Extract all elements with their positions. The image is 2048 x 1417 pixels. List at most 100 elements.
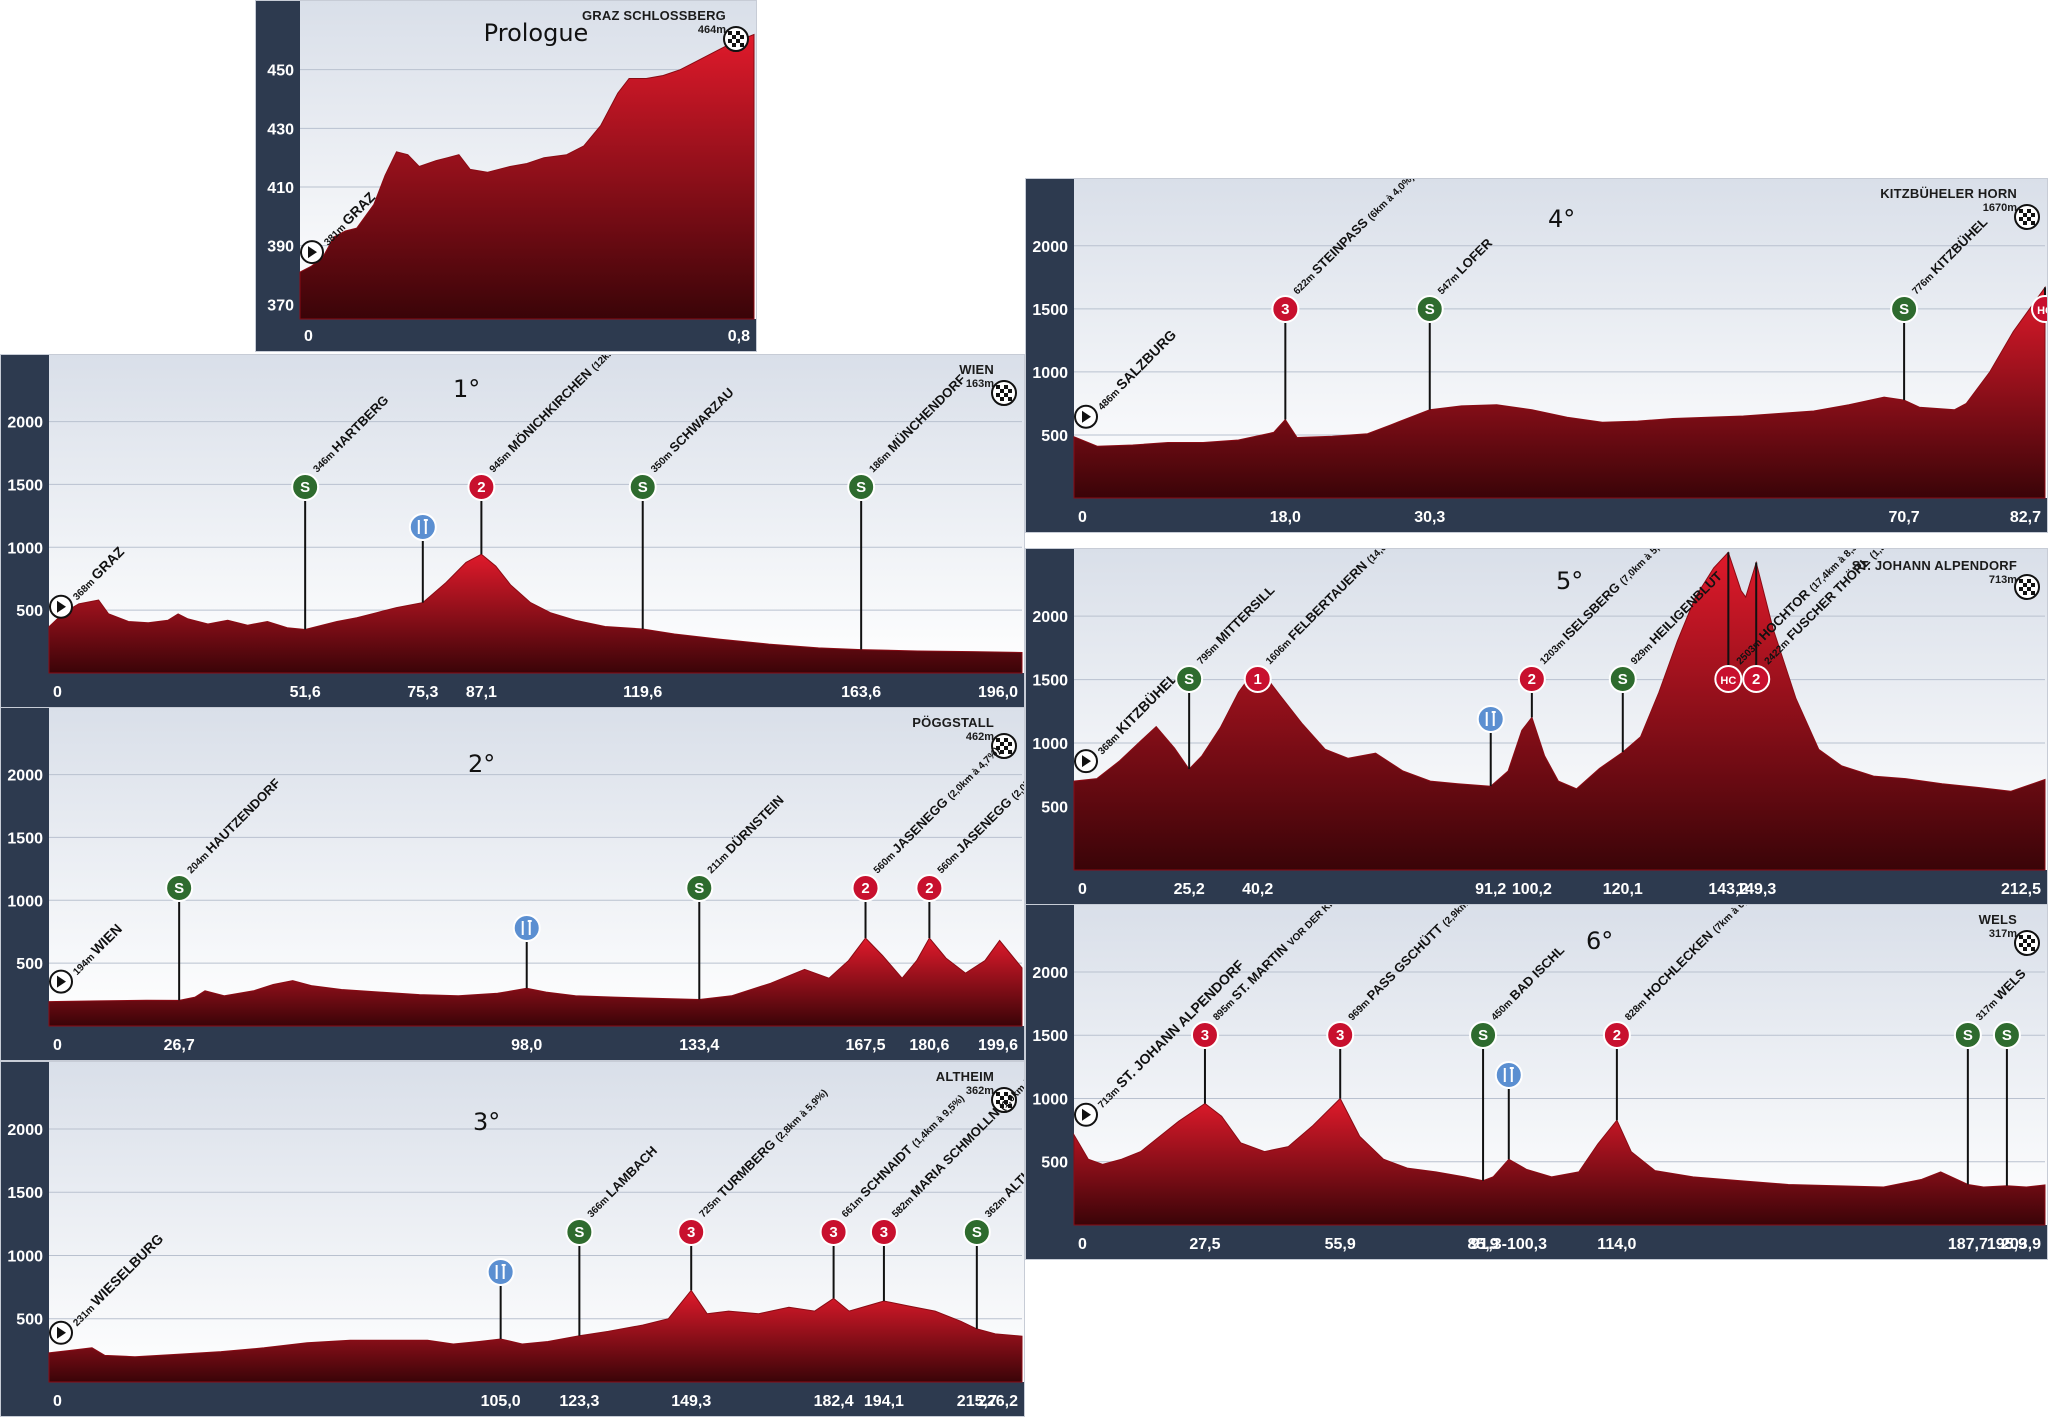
- marker-code: 2: [861, 880, 869, 897]
- finish-altitude: 462m: [965, 730, 994, 743]
- elevation-area: [48, 553, 1023, 674]
- y-tick-label: 500: [16, 1312, 43, 1329]
- x-tick-label: 85,9: [1467, 1236, 1498, 1253]
- x-tick-label: 114,0: [1597, 1236, 1636, 1253]
- climb-marker-icon: 2: [1602, 1021, 1631, 1049]
- marker-code: 3: [1281, 301, 1289, 318]
- profile-prologue: 370 390 410 430 450 0 0,8 381m GRAZ Prologue GR…: [255, 0, 757, 352]
- start-arrow-icon: [300, 240, 324, 265]
- y-tick-label: 500: [1041, 428, 1068, 445]
- x-tick-label: 187,7: [1948, 1236, 1988, 1253]
- elevation-area: [48, 937, 1023, 1027]
- y-tick-label: 430: [267, 121, 294, 138]
- y-tick-label: 2000: [1032, 609, 1068, 626]
- sprint-marker-icon: S: [1608, 665, 1637, 693]
- feed-zone-icon: [486, 1258, 515, 1286]
- x-axis-band: [49, 1382, 1024, 1416]
- x-tick-label: 51,6: [290, 684, 321, 701]
- profile-stage-4: 500 1000 1500 2000 0 18,0 30,3 70,7 82,7 486m SAL…: [1025, 178, 2048, 533]
- x-tick-label: 105,0: [481, 1393, 521, 1410]
- stage-label: 4°: [1548, 205, 1576, 233]
- x-tick-label: 98,0: [511, 1037, 542, 1054]
- start-arrow-icon: [49, 1320, 73, 1345]
- finish-altitude: 713m: [1988, 573, 2017, 586]
- checkered-flag-icon: [991, 380, 1017, 406]
- x-axis-band: [1074, 1225, 2047, 1259]
- profile-stage-6: 500 1000 1500 2000 0 27,5 55,9 85,9 91,3-100,3 11…: [1025, 904, 2048, 1260]
- marker-code: 2: [477, 479, 485, 496]
- marker-code: 3: [829, 1224, 837, 1241]
- marker-code: S: [972, 1224, 982, 1241]
- marker-code: S: [574, 1224, 584, 1241]
- marker-code: S: [1184, 671, 1194, 688]
- finish-name: WELS: [1978, 912, 2017, 927]
- sprint-marker-icon: S: [1469, 1021, 1498, 1049]
- y-tick-label: 2000: [7, 415, 43, 432]
- stage-label: 3°: [473, 1108, 501, 1136]
- marker-code: 2: [925, 880, 933, 897]
- marker-code: 3: [880, 1224, 888, 1241]
- stage-label: 5°: [1556, 567, 1584, 595]
- sprint-marker-icon: S: [1992, 1021, 2021, 1049]
- climb-marker-icon: 3: [677, 1218, 706, 1246]
- profile-svg: 500 1000 1500 2000 0 51,6 75,3 87,1 119,6 163,6 19…: [1, 355, 1024, 707]
- y-tick-label: 370: [267, 297, 294, 314]
- marker-code: S: [2002, 1027, 2012, 1044]
- y-tick-label: 2000: [1032, 965, 1068, 982]
- y-tick-label: 500: [16, 956, 43, 973]
- stage-label: Prologue: [483, 19, 589, 47]
- y-tick-label: 1500: [1032, 673, 1068, 690]
- finish-name: PÖGGSTALL: [912, 715, 994, 730]
- y-tick-label: 2000: [1032, 239, 1068, 256]
- x-axis-band: [1074, 498, 2047, 532]
- x-tick-label: 91,2: [1475, 881, 1506, 898]
- y-tick-label: 1500: [7, 830, 43, 847]
- feed-zone-icon: [512, 914, 541, 942]
- x-tick-label: 194,1: [864, 1393, 904, 1410]
- climb-marker-icon: HC: [1714, 665, 1743, 693]
- y-tick-label: 450: [267, 63, 294, 80]
- y-tick-label: 1000: [7, 1248, 43, 1265]
- x-tick-label: 0: [1078, 881, 1087, 898]
- x-tick-label: 30,3: [1414, 509, 1445, 526]
- elevation-area: [1073, 1097, 2046, 1226]
- marker-code: S: [1478, 1027, 1488, 1044]
- sprint-marker-icon: S: [165, 874, 194, 902]
- y-axis-band: [1026, 179, 1074, 532]
- feed-zone-icon: [1476, 705, 1505, 733]
- elevation-area: [48, 1289, 1023, 1383]
- marker-code: S: [856, 479, 866, 496]
- x-tick-label: 0: [1078, 1236, 1087, 1253]
- start-arrow-icon: [49, 969, 73, 994]
- x-tick-label: 215,7: [957, 1393, 997, 1410]
- marker-code: HC: [1720, 675, 1736, 687]
- marker-code: 2: [1528, 671, 1536, 688]
- y-tick-label: 1000: [1032, 1091, 1068, 1108]
- x-tick-label: 180,6: [909, 1037, 949, 1054]
- climb-marker-icon: 2: [1517, 665, 1546, 693]
- profile-svg: 500 1000 1500 2000 0 27,5 55,9 85,991,3-100,3 11…: [1026, 905, 2047, 1259]
- climb-marker-icon: 2: [1742, 665, 1771, 693]
- x-axis-band: [49, 1026, 1024, 1060]
- climb-marker-icon: 3: [819, 1218, 848, 1246]
- y-tick-label: 1000: [7, 893, 43, 910]
- climb-marker-icon: 2: [467, 473, 496, 501]
- y-axis-band: [1026, 549, 1074, 904]
- sprint-marker-icon: S: [1415, 295, 1444, 323]
- x-tick-label: 0: [53, 684, 62, 701]
- marker-code: 3: [1201, 1027, 1209, 1044]
- x-tick-label: 149,3: [1736, 881, 1776, 898]
- sprint-marker-icon: S: [291, 473, 320, 501]
- finish-label: KITZBÜHELER HORN 1670m: [1880, 186, 2017, 215]
- finish-name: ST. JOHANN ALPENDORF: [1851, 558, 2017, 573]
- x-tick-label: 82,7: [2010, 509, 2041, 526]
- x-tick-label: 70,7: [1889, 509, 1920, 526]
- x-axis-band: [1074, 870, 2047, 904]
- x-tick-label: 18,0: [1270, 509, 1301, 526]
- marker-code: S: [174, 880, 184, 897]
- x-tick-label: 25,2: [1174, 881, 1205, 898]
- marker-code: 1: [1254, 671, 1262, 688]
- elevation-area: [1073, 285, 2046, 499]
- climb-marker-icon: 2: [851, 874, 880, 902]
- x-tick-label: 119,6: [623, 684, 662, 701]
